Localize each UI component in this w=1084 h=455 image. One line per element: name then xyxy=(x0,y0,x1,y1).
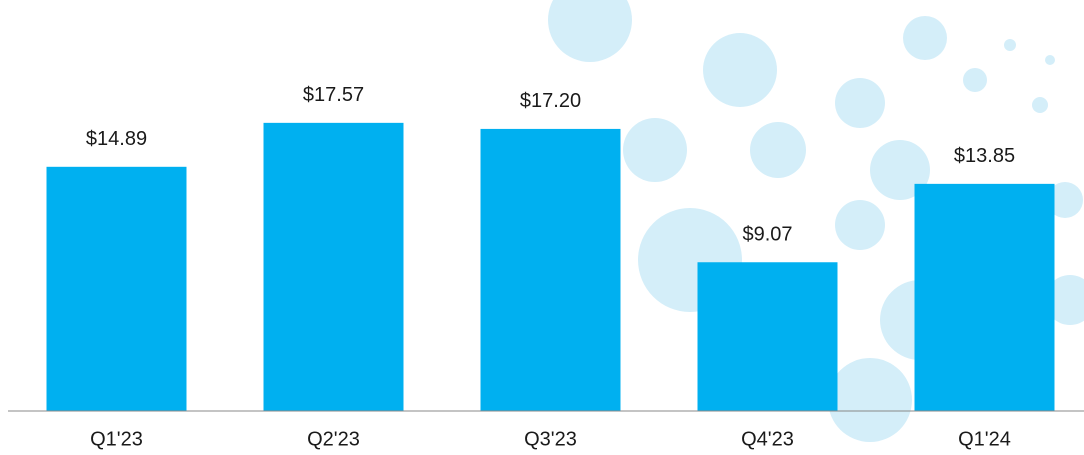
x-tick-label: Q3'23 xyxy=(524,428,577,450)
value-label: $17.57 xyxy=(303,84,364,106)
background-decoration xyxy=(548,0,1084,442)
bar xyxy=(697,262,838,411)
x-tick-label: Q4'23 xyxy=(741,428,794,450)
x-tick-label: Q1'23 xyxy=(90,428,143,450)
x-tick-label: Q1'24 xyxy=(958,428,1011,450)
bar xyxy=(914,183,1055,411)
bar xyxy=(263,122,404,412)
value-label: $17.20 xyxy=(520,90,581,112)
value-label: $14.89 xyxy=(86,128,147,150)
x-tick-label: Q2'23 xyxy=(307,428,360,450)
value-label: $13.85 xyxy=(954,145,1015,167)
bar xyxy=(480,128,621,412)
value-label: $9.07 xyxy=(742,224,792,246)
bar xyxy=(46,166,187,411)
